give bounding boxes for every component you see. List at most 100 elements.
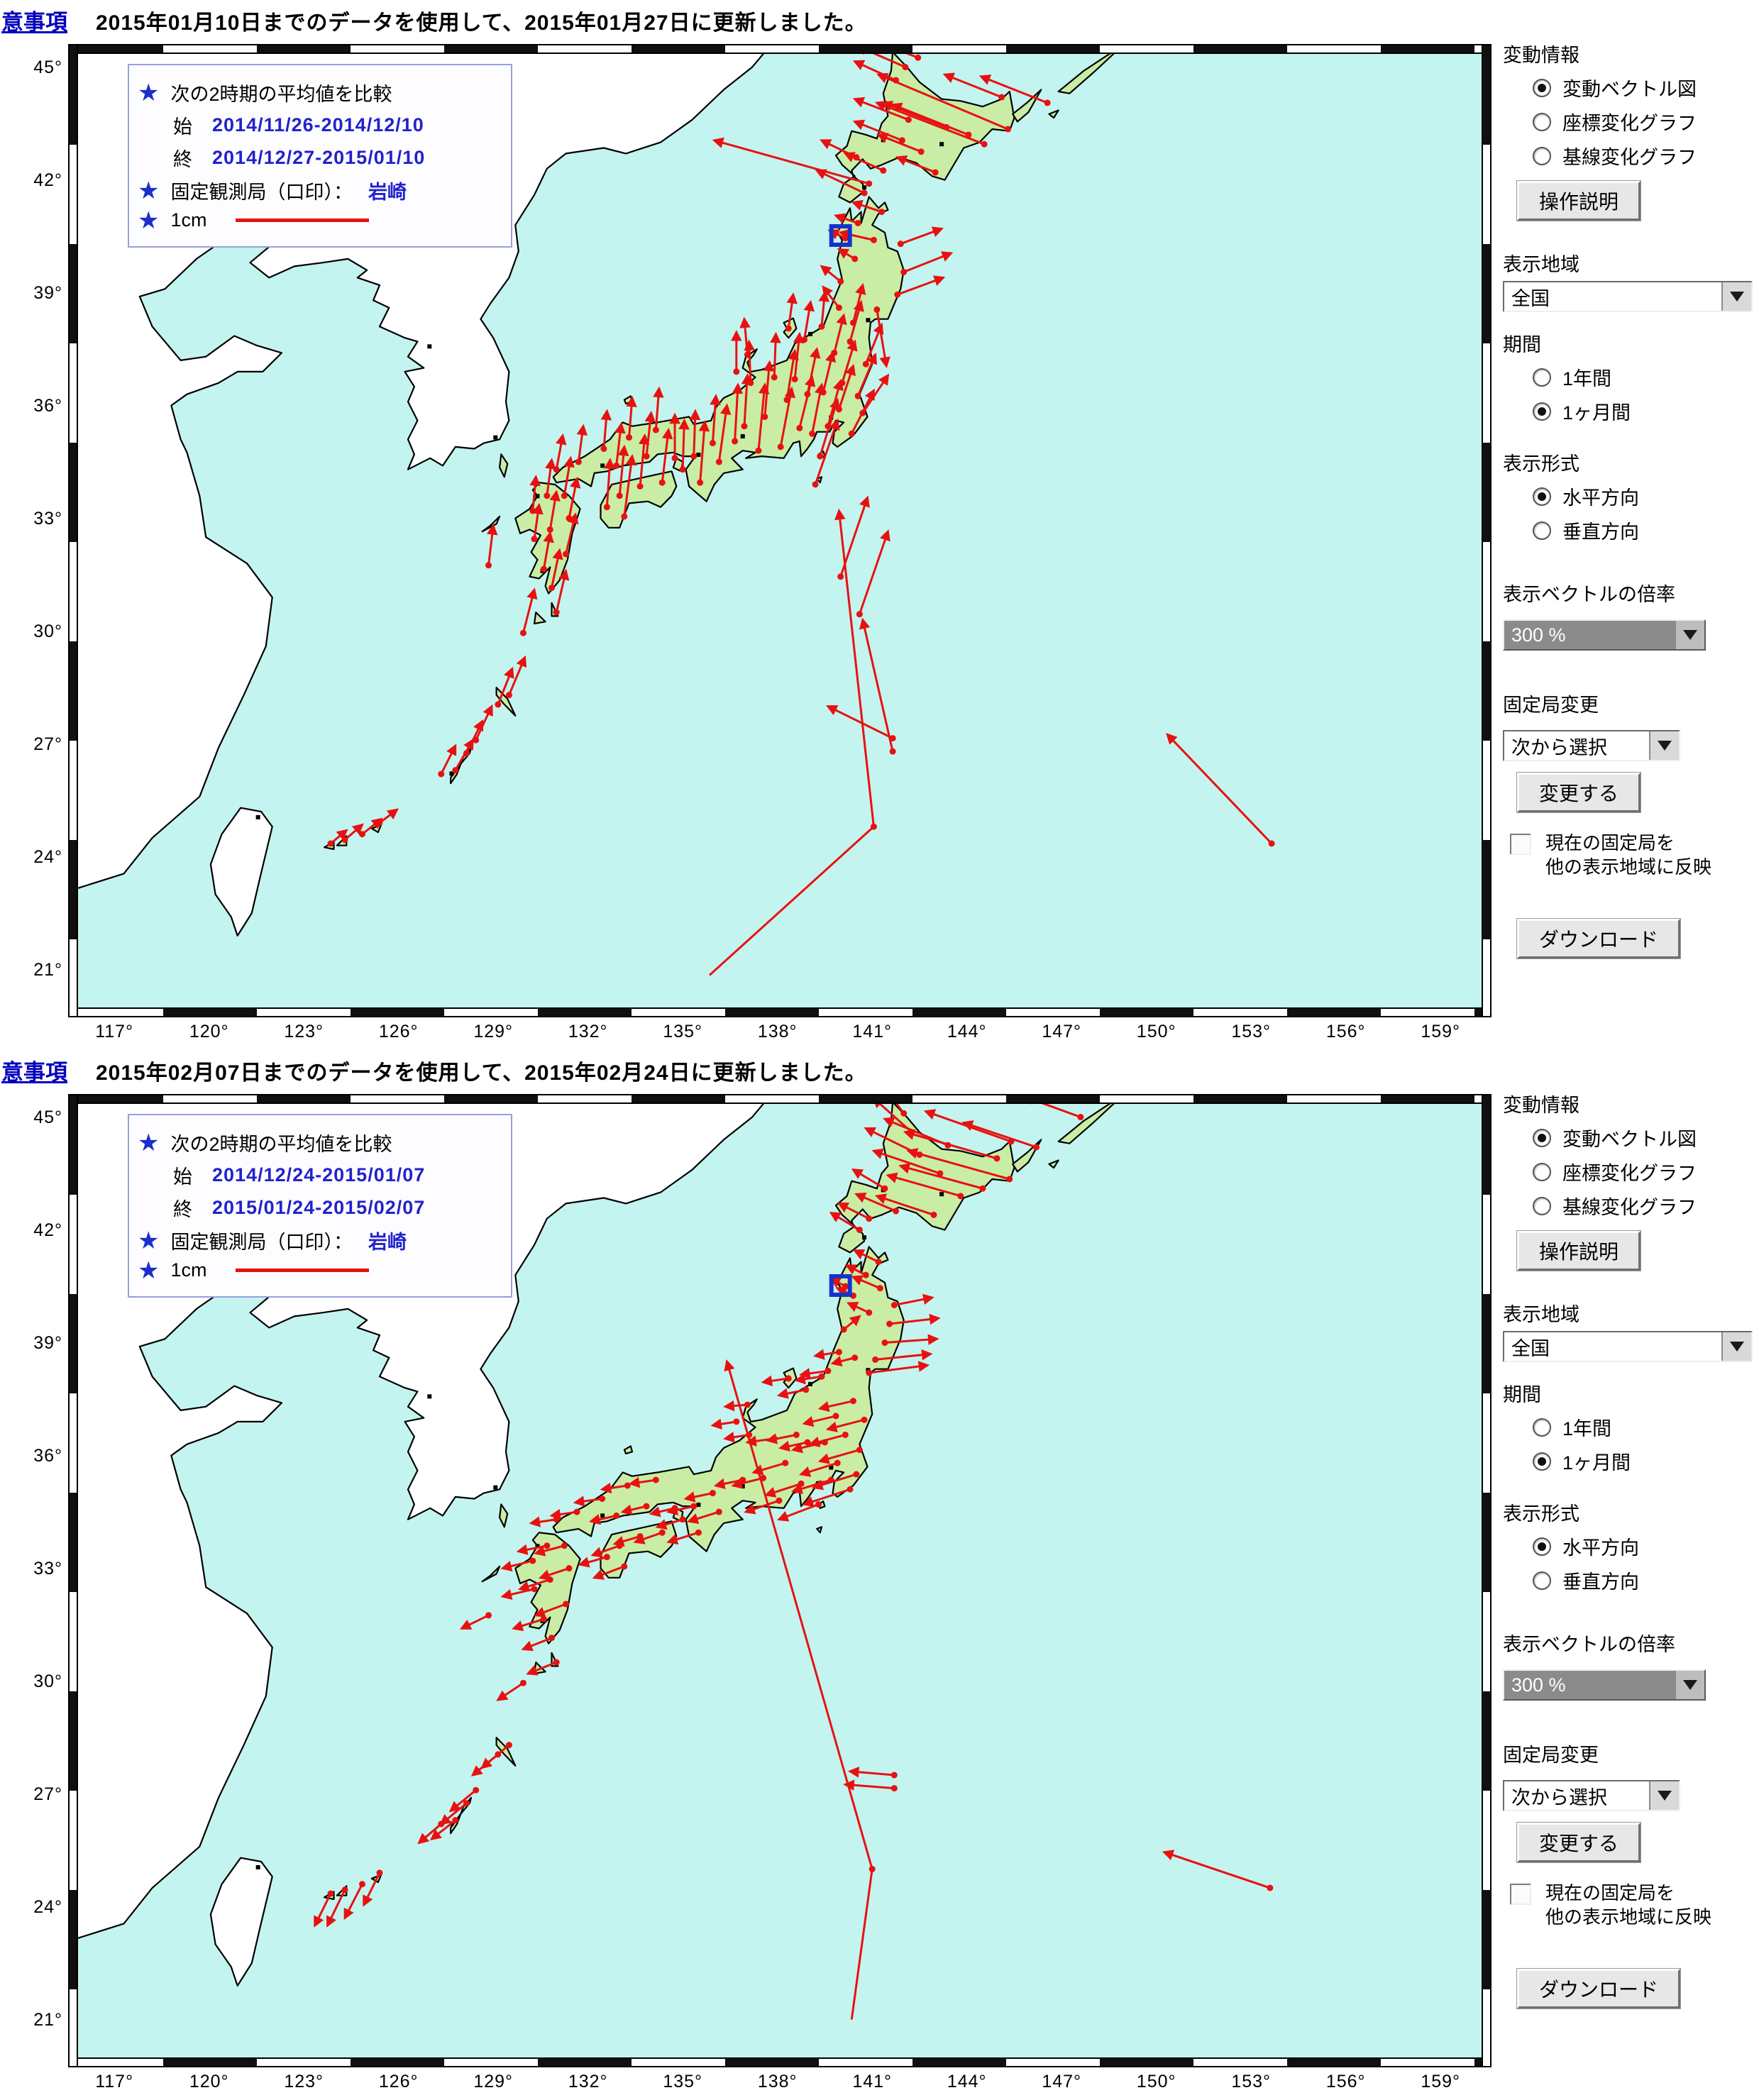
- radio-icon[interactable]: [1533, 1452, 1551, 1471]
- velocity-vector: [620, 1504, 647, 1515]
- dropdown-arrow-icon[interactable]: [1721, 282, 1751, 311]
- notice-link[interactable]: 意事項: [1, 1060, 67, 1085]
- gps-station-dot: [553, 1516, 560, 1523]
- option-vector-map[interactable]: 変動ベクトル図: [1533, 74, 1757, 101]
- option-one-year[interactable]: 1年間: [1533, 1413, 1757, 1441]
- radio-icon[interactable]: [1533, 1196, 1551, 1215]
- velocity-vector: [551, 548, 563, 588]
- velocity-vector: [534, 1544, 565, 1557]
- help-button[interactable]: 操作説明: [1516, 1230, 1642, 1271]
- update-notice-text: 2015年01月10日までのデータを使用して、2015年01月27日に更新しまし…: [96, 11, 867, 35]
- velocity-vector: [779, 386, 796, 448]
- change-button[interactable]: 変更する: [1516, 1822, 1642, 1863]
- checkbox-icon[interactable]: [1510, 1884, 1531, 1905]
- velocity-vector: [1166, 733, 1273, 845]
- option-baseline-graph[interactable]: 基線変化グラフ: [1533, 1192, 1757, 1220]
- radio-icon[interactable]: [1533, 112, 1551, 131]
- lat-tick-label: 30°: [33, 1671, 62, 1691]
- download-button[interactable]: ダウンロード: [1516, 1968, 1682, 2009]
- option-baseline-graph[interactable]: 基線変化グラフ: [1533, 142, 1757, 170]
- velocity-vector: [884, 1334, 939, 1345]
- notice-link[interactable]: 意事項: [1, 10, 67, 35]
- apply-to-other-regions-option[interactable]: 現在の固定局を 他の表示地域に反映: [1510, 831, 1757, 879]
- gps-station-dot: [563, 551, 570, 558]
- legend-end-label: 終: [173, 1199, 192, 1220]
- map-border-left: [70, 1095, 78, 2066]
- vector-scale-select[interactable]: 300 %: [1503, 1669, 1706, 1701]
- option-coordinate-graph[interactable]: 座標変化グラフ: [1533, 1158, 1757, 1186]
- city-dot: [493, 435, 498, 440]
- help-button[interactable]: 操作説明: [1516, 180, 1642, 221]
- gps-station-dot: [652, 1476, 659, 1483]
- velocity-vector: [826, 705, 893, 739]
- velocity-vector: [764, 1482, 802, 1498]
- gps-station-dot: [943, 123, 950, 131]
- city-dot: [862, 185, 867, 190]
- dropdown-arrow-icon[interactable]: [1675, 1671, 1704, 1699]
- radio-icon[interactable]: [1533, 1537, 1551, 1556]
- legend-compare-label: 次の2時期の平均値を比較: [170, 1134, 392, 1155]
- vector-scale-select[interactable]: 300 %: [1503, 619, 1706, 651]
- velocity-vector: [600, 409, 612, 449]
- update-notice-header: 意事項 2015年02月07日までのデータを使用して、2015年02月24日に更…: [0, 1050, 1759, 1085]
- velocity-vector: [770, 331, 781, 377]
- velocity-vector: [786, 292, 798, 329]
- legend-start-label: 始: [173, 116, 192, 138]
- velocity-vector: [723, 1400, 748, 1412]
- option-coordinate-graph[interactable]: 座標変化グラフ: [1533, 108, 1757, 136]
- lon-tick-label: 138°: [757, 1022, 798, 1041]
- option-one-year[interactable]: 1年間: [1533, 363, 1757, 391]
- option-horizontal[interactable]: 水平方向: [1533, 482, 1757, 510]
- download-button[interactable]: ダウンロード: [1516, 918, 1682, 959]
- lon-tick-label: 120°: [189, 1022, 229, 1041]
- gps-station-dot: [898, 137, 905, 144]
- region-select[interactable]: 全国: [1503, 1331, 1753, 1362]
- velocity-vector: [854, 1192, 897, 1212]
- gps-station-dot: [854, 392, 861, 399]
- velocity-vector: [894, 1293, 934, 1307]
- gps-station-dot: [861, 1416, 868, 1423]
- apply-to-other-regions-option[interactable]: 現在の固定局を 他の表示地域に反映: [1510, 1881, 1757, 1929]
- option-vector-map[interactable]: 変動ベクトル図: [1533, 1124, 1757, 1151]
- gps-station-dot: [880, 167, 887, 174]
- japan-vector-map[interactable]: ★ 次の2時期の平均値を比較 始 2014/12/24-2015/01/07 終 20…: [78, 1104, 1482, 2057]
- gps-station-dot: [636, 1533, 644, 1540]
- gps-station-dot: [553, 1659, 560, 1666]
- radio-icon[interactable]: [1533, 402, 1551, 421]
- fixed-station-select[interactable]: 次から選択: [1503, 730, 1680, 761]
- velocity-vector: [942, 72, 1003, 99]
- dropdown-arrow-icon[interactable]: [1649, 731, 1679, 760]
- lat-tick-label: 27°: [33, 1784, 62, 1804]
- scale-bar-line: [235, 1269, 369, 1272]
- radio-icon[interactable]: [1533, 1418, 1551, 1437]
- radio-icon[interactable]: [1533, 487, 1551, 506]
- velocity-vector: [876, 309, 890, 368]
- option-vertical[interactable]: 垂直方向: [1533, 516, 1757, 544]
- radio-icon[interactable]: [1533, 1128, 1551, 1147]
- radio-icon[interactable]: [1533, 1571, 1551, 1590]
- option-vertical[interactable]: 垂直方向: [1533, 1566, 1757, 1594]
- radio-icon[interactable]: [1533, 78, 1551, 97]
- region-select[interactable]: 全国: [1503, 281, 1753, 312]
- velocity-vector: [790, 1479, 832, 1494]
- option-horizontal[interactable]: 水平方向: [1533, 1532, 1757, 1560]
- radio-icon[interactable]: [1533, 1162, 1551, 1181]
- velocity-vector: [850, 388, 875, 434]
- option-one-month[interactable]: 1ヶ月間: [1533, 1447, 1757, 1475]
- map-border-right: [1482, 45, 1490, 1016]
- change-button[interactable]: 変更する: [1516, 772, 1642, 813]
- checkbox-icon[interactable]: [1510, 834, 1531, 855]
- dropdown-arrow-icon[interactable]: [1649, 1781, 1679, 1810]
- radio-icon[interactable]: [1533, 521, 1551, 540]
- dropdown-arrow-icon[interactable]: [1675, 621, 1704, 649]
- dropdown-arrow-icon[interactable]: [1721, 1332, 1751, 1361]
- japan-vector-map[interactable]: ★ 次の2時期の平均値を比較 始 2014/11/26-2014/12/10 終 20…: [78, 54, 1482, 1007]
- radio-icon[interactable]: [1533, 368, 1551, 387]
- fixed-station-section-label: 固定局変更: [1503, 1745, 1599, 1766]
- gps-station-dot: [540, 1615, 547, 1623]
- velocity-vector: [834, 508, 875, 827]
- fixed-station-select[interactable]: 次から選択: [1503, 1780, 1680, 1811]
- radio-icon[interactable]: [1533, 146, 1551, 165]
- velocity-vector: [568, 476, 581, 519]
- option-one-month[interactable]: 1ヶ月間: [1533, 397, 1757, 425]
